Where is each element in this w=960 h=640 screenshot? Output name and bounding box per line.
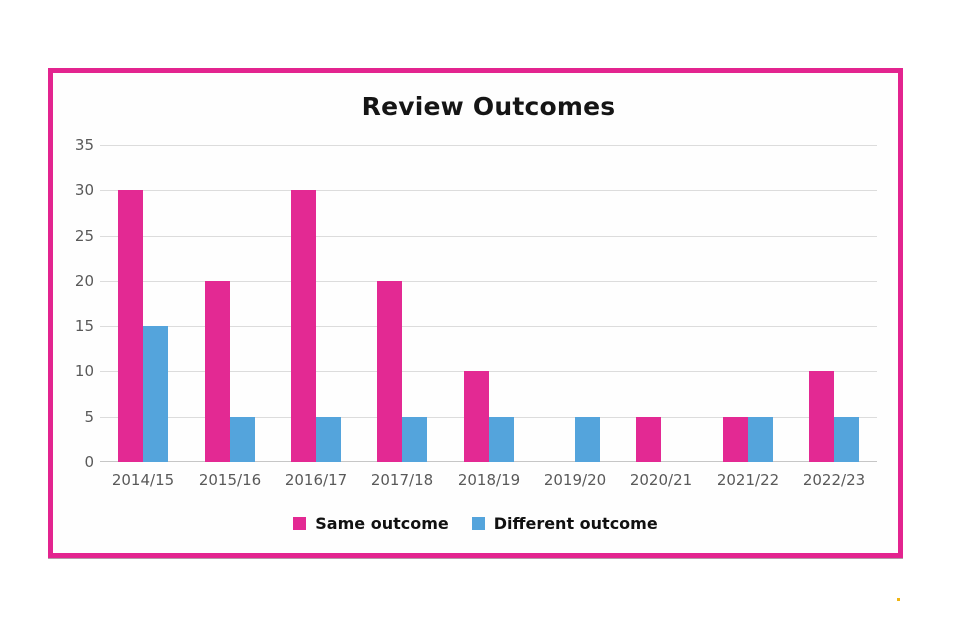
gridline (100, 145, 877, 146)
bar-same-outcome (291, 190, 316, 462)
chart-frame: Review Outcomes 0 5 10 15 20 25 30 35 2014/15 20… (48, 68, 903, 558)
y-tick-label: 5 (84, 408, 94, 426)
legend-item: Same outcome (293, 514, 449, 533)
bar-same-outcome (205, 281, 230, 462)
bar-same-outcome (636, 417, 661, 462)
gridline (100, 326, 877, 327)
bar-same-outcome (118, 190, 143, 462)
bar-different-outcome (748, 417, 773, 462)
bar-different-outcome (489, 417, 514, 462)
y-axis-labels: 0 5 10 15 20 25 30 35 (53, 136, 94, 471)
bar-same-outcome (464, 371, 489, 462)
x-tick-label: 2020/21 (629, 471, 693, 489)
bar-different-outcome (230, 417, 255, 462)
bar-same-outcome (723, 417, 748, 462)
x-tick-label: 2014/15 (111, 471, 175, 489)
chart-title: Review Outcomes (361, 92, 616, 121)
bar-different-outcome (834, 417, 859, 462)
legend-swatch (471, 517, 485, 530)
legend: Same outcome Different outcome (53, 514, 898, 533)
y-tick-label: 15 (74, 317, 94, 335)
bar-different-outcome (575, 417, 600, 462)
y-tick-label: 10 (74, 362, 94, 380)
y-tick-label: 0 (84, 453, 94, 471)
gridline (100, 190, 877, 191)
legend-swatch (293, 517, 307, 530)
x-tick-label: 2022/23 (802, 471, 866, 489)
y-tick-label: 30 (74, 181, 94, 199)
legend-item: Different outcome (471, 514, 658, 533)
bar-different-outcome (143, 326, 168, 462)
x-tick-label: 2015/16 (198, 471, 262, 489)
legend-label: Same outcome (315, 514, 449, 533)
plot-area (100, 145, 877, 462)
x-tick-label: 2021/22 (716, 471, 780, 489)
bar-same-outcome (809, 371, 834, 462)
yellow-dot-artifact (897, 598, 900, 601)
bar-different-outcome (402, 417, 427, 462)
x-axis-labels: 2014/15 2015/16 2016/17 2017/18 2018/19 2019/… (100, 471, 877, 493)
legend-label: Different outcome (493, 514, 658, 533)
x-tick-label: 2017/18 (370, 471, 434, 489)
x-tick-label: 2018/19 (457, 471, 521, 489)
y-tick-label: 25 (74, 227, 94, 245)
x-tick-label: 2019/20 (543, 471, 607, 489)
gridline (100, 236, 877, 237)
y-tick-label: 35 (74, 136, 94, 154)
gridline (100, 281, 877, 282)
bar-same-outcome (377, 281, 402, 462)
x-tick-label: 2016/17 (284, 471, 348, 489)
bar-different-outcome (316, 417, 341, 462)
y-tick-label: 20 (74, 272, 94, 290)
